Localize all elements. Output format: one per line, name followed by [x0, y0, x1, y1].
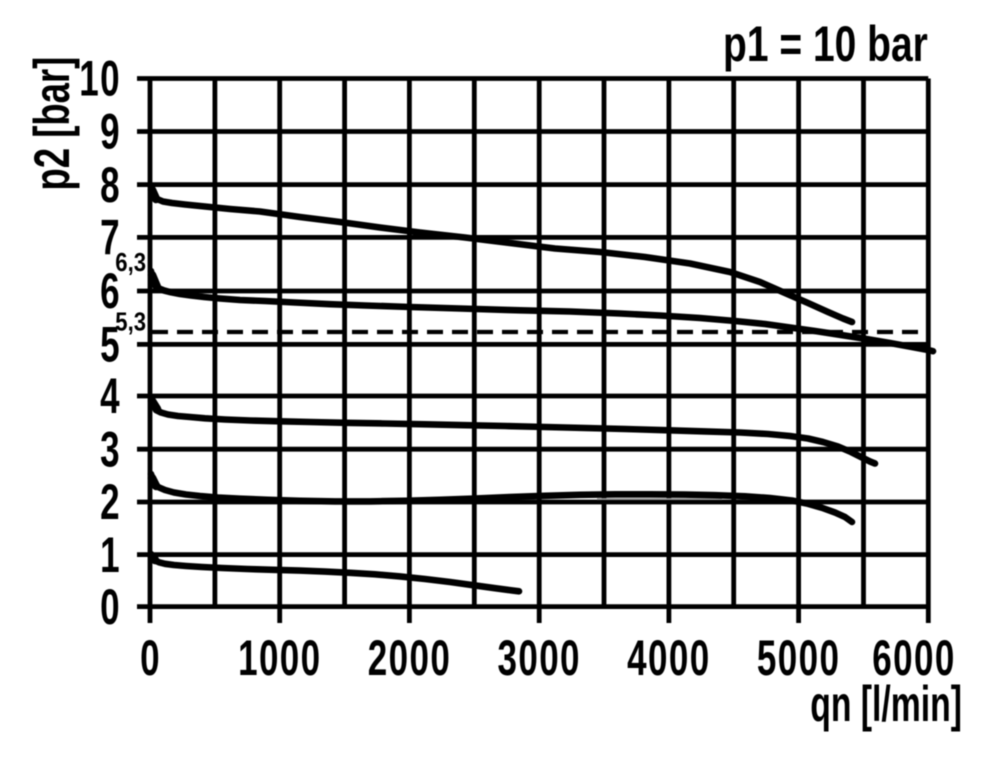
svg-text:9: 9 — [100, 105, 121, 161]
svg-text:p1 = 10 bar: p1 = 10 bar — [723, 15, 928, 72]
svg-text:0: 0 — [140, 631, 161, 687]
svg-text:7: 7 — [100, 211, 121, 267]
svg-text:6: 6 — [100, 264, 121, 320]
svg-text:8: 8 — [100, 158, 121, 214]
svg-text:2: 2 — [100, 475, 121, 531]
svg-text:6000: 6000 — [872, 631, 955, 687]
svg-text:p2 [bar]: p2 [bar] — [24, 57, 80, 191]
svg-text:3000: 3000 — [497, 631, 580, 687]
svg-text:3: 3 — [100, 422, 121, 478]
svg-text:4: 4 — [100, 369, 121, 425]
svg-text:qn [l/min]: qn [l/min] — [810, 676, 962, 732]
svg-text:2000: 2000 — [368, 631, 451, 687]
svg-text:0: 0 — [100, 580, 121, 636]
svg-text:5,3: 5,3 — [115, 308, 146, 337]
svg-text:4000: 4000 — [627, 631, 710, 687]
svg-text:5: 5 — [100, 318, 121, 374]
svg-text:6,3: 6,3 — [115, 248, 146, 277]
svg-text:5000: 5000 — [757, 631, 840, 687]
svg-text:1000: 1000 — [238, 631, 321, 687]
svg-text:1: 1 — [100, 528, 121, 584]
svg-text:10: 10 — [79, 52, 121, 108]
